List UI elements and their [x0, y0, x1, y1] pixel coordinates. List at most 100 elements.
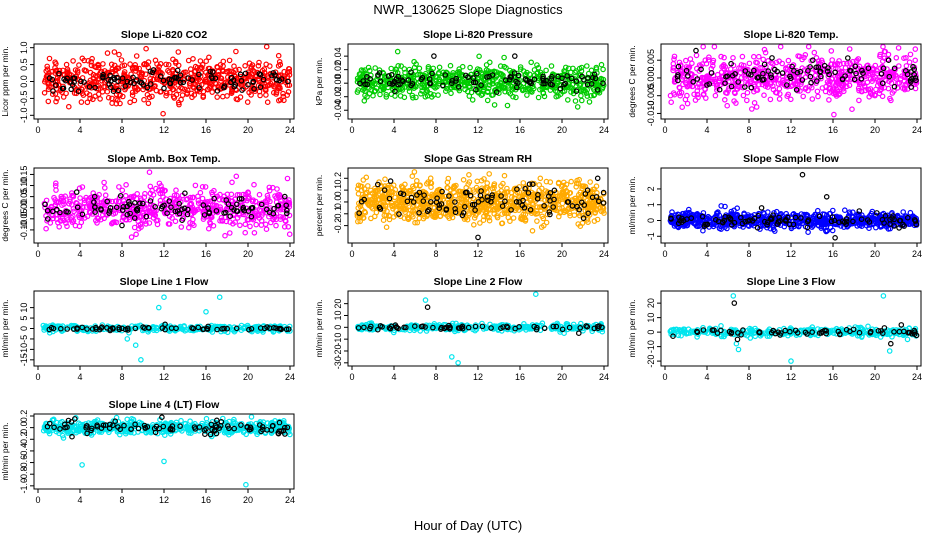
data-point — [52, 201, 59, 208]
x-tick-label: 8 — [119, 125, 124, 135]
data-point — [78, 219, 85, 226]
data-point — [815, 64, 822, 70]
data-point — [748, 106, 755, 112]
data-point — [713, 222, 719, 228]
data-point — [822, 88, 829, 95]
data-point — [355, 205, 362, 211]
data-point — [831, 62, 838, 68]
x-tick-label: 4 — [704, 249, 709, 259]
data-point — [449, 78, 455, 84]
data-point — [229, 88, 236, 94]
data-point — [731, 219, 738, 226]
data-point — [684, 100, 691, 107]
data-point — [403, 190, 410, 197]
data-point — [52, 59, 58, 66]
data-point — [272, 72, 278, 78]
data-point — [805, 229, 811, 236]
data-point — [192, 78, 199, 84]
data-point — [142, 190, 148, 197]
data-point — [771, 66, 778, 73]
data-point — [522, 185, 529, 192]
data-point — [904, 214, 911, 221]
data-point — [166, 198, 173, 204]
data-point — [574, 203, 580, 210]
data-point — [731, 89, 738, 96]
y-tick-label: 0.04 — [333, 47, 343, 65]
data-point — [851, 76, 858, 83]
data-point — [453, 75, 460, 82]
data-point — [816, 213, 823, 220]
data-point — [49, 68, 55, 75]
x-tick-label: 20 — [870, 125, 880, 135]
data-point — [238, 78, 245, 84]
data-point — [680, 210, 687, 217]
data-point — [46, 55, 53, 62]
data-point — [178, 96, 184, 103]
data-point — [740, 92, 747, 99]
data-point — [360, 215, 367, 221]
data-point — [888, 97, 894, 104]
data-point — [418, 76, 425, 83]
data-point — [421, 192, 427, 199]
data-point — [561, 81, 567, 88]
data-point — [444, 179, 451, 186]
data-point — [767, 72, 774, 78]
data-point — [179, 85, 186, 92]
data-point — [156, 180, 163, 187]
data-point — [62, 77, 69, 84]
data-point — [677, 92, 684, 99]
data-point — [201, 212, 208, 218]
y-tick-label: -0.02 — [333, 86, 343, 107]
data-point — [814, 88, 821, 95]
data-point — [145, 100, 152, 107]
data-point — [377, 91, 383, 98]
data-point — [818, 75, 824, 82]
data-point — [158, 88, 165, 95]
data-point — [812, 67, 819, 74]
data-point — [431, 53, 437, 59]
data-point — [277, 61, 284, 68]
data-point — [867, 76, 874, 82]
data-point — [177, 72, 184, 79]
data-point — [104, 88, 111, 95]
data-point — [117, 92, 123, 99]
data-point — [580, 212, 586, 219]
data-point — [375, 72, 381, 78]
y-axis-label: kPa per min. — [314, 58, 324, 106]
data-point — [144, 84, 151, 91]
data-point — [52, 180, 59, 187]
data-point — [804, 218, 811, 225]
data-point — [582, 88, 589, 94]
panel-title: Slope Sample Flow — [743, 153, 840, 165]
data-point — [141, 96, 147, 103]
data-point — [517, 64, 524, 70]
data-point — [388, 72, 395, 78]
data-point — [256, 191, 263, 198]
data-point — [45, 98, 52, 105]
data-point — [824, 79, 831, 85]
data-point — [73, 189, 80, 195]
data-point — [568, 178, 575, 185]
data-point — [589, 194, 596, 201]
data-point — [111, 75, 117, 81]
data-point — [590, 205, 597, 211]
data-point — [262, 221, 269, 228]
data-point — [713, 87, 720, 93]
data-point — [751, 215, 758, 222]
data-point — [354, 89, 361, 95]
data-point — [448, 90, 454, 97]
data-point — [258, 208, 264, 214]
data-point — [79, 211, 86, 218]
data-point — [361, 98, 368, 104]
data-point — [565, 199, 572, 205]
data-point — [124, 78, 131, 85]
data-point — [872, 62, 879, 69]
data-point — [242, 229, 249, 236]
data-point — [76, 185, 83, 192]
y-tick-label: 1.0 — [19, 41, 29, 54]
data-point — [401, 199, 408, 206]
data-point — [559, 75, 565, 82]
data-point — [462, 72, 469, 79]
data-point — [600, 76, 607, 83]
